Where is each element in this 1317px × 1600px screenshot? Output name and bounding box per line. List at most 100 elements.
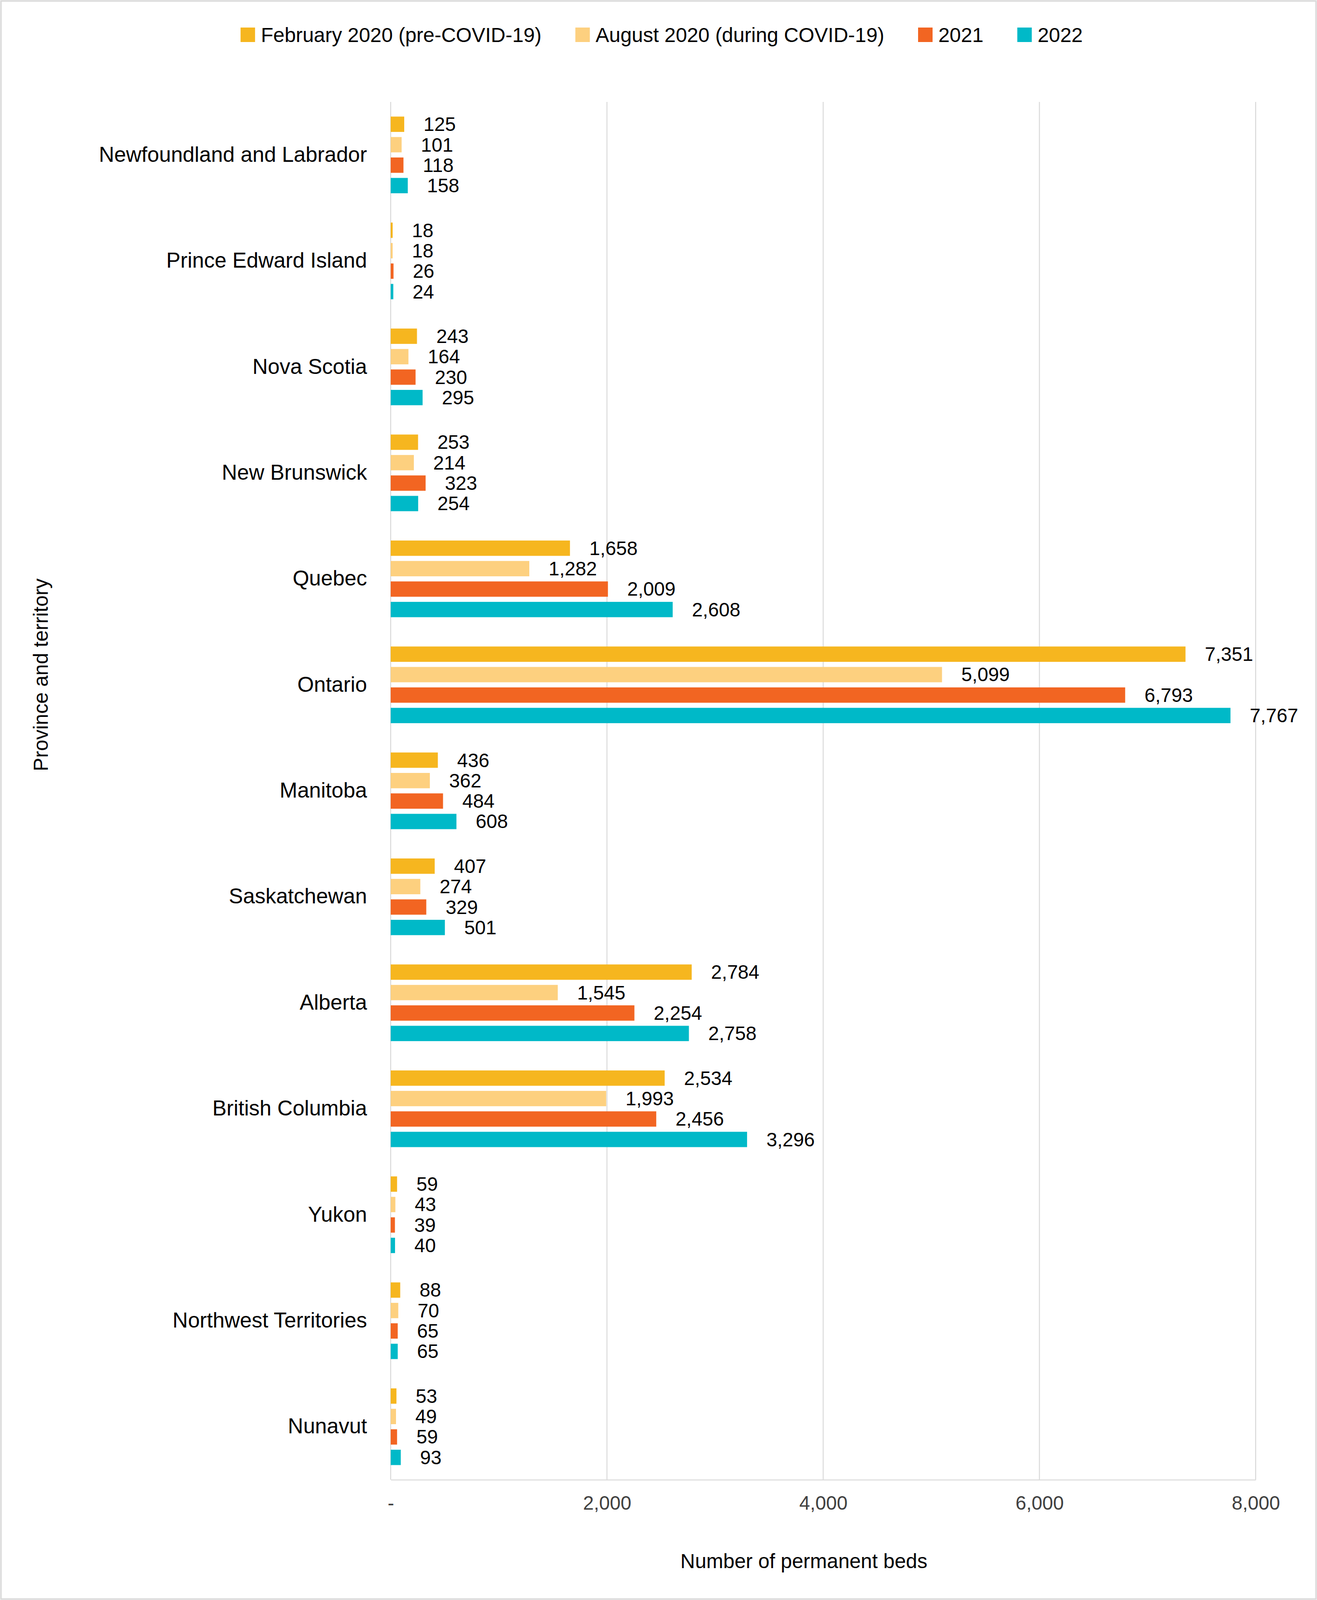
bar [390,560,530,577]
legend-label: 2021 [938,23,984,47]
legend-swatch [1017,27,1032,43]
legend: February 2020 (pre-COVID-19)August 2020 … [240,23,1083,47]
bar [390,116,405,132]
legend-item: 2022 [1017,23,1083,47]
bar [390,1175,397,1192]
bar [390,177,408,194]
grid [390,101,1256,1480]
bar [390,348,409,365]
x-tick-label: 2,000 [582,1491,632,1514]
data-label: 93 [420,1446,442,1468]
bar [390,1110,657,1127]
bar [390,1449,401,1465]
data-label: 362 [449,769,482,792]
bar [390,772,430,789]
y-tick: Alberta [299,990,391,1014]
data-label: 608 [475,810,509,832]
y-tick: Nova Scotia [252,354,391,379]
data-label: 254 [437,492,470,514]
bar [390,793,443,809]
bar [390,1070,665,1086]
data-label: 407 [453,855,487,877]
bars [390,116,1231,1465]
data-label: 18 [411,240,434,262]
x-tick: 6,000 [1015,1479,1064,1514]
data-label: 40 [414,1234,437,1256]
bar [390,666,943,683]
data-label: 43 [414,1193,437,1215]
y-tick: Prince Edward Island [166,248,391,272]
data-label: 101 [421,134,454,156]
bar [390,601,673,618]
bar [390,752,439,768]
legend-swatch [575,27,590,43]
data-label: 1,993 [625,1087,674,1109]
bar [390,1408,397,1424]
bar [390,858,435,874]
data-label: 2,254 [653,1002,703,1024]
x-axis: -2,0004,0006,0008,000 [387,1479,1281,1514]
bar [390,454,414,471]
data-label: 2,758 [708,1022,757,1044]
y-tick: Yukon [308,1202,391,1226]
x-tick-label: 8,000 [1231,1491,1280,1514]
bar [390,963,692,980]
bar [390,1322,398,1339]
y-tick: Northwest Territories [172,1307,391,1332]
y-tick-label: Nova Scotia [252,354,368,379]
bar [390,157,404,173]
data-label: 39 [414,1214,437,1236]
grid-line [606,101,608,1480]
bar [390,1429,397,1445]
data-label: 501 [464,916,497,938]
data-label: 65 [417,1319,439,1342]
grid-line [390,101,392,1480]
data-label: 2,784 [710,961,760,983]
data-label: 7,351 [1204,643,1254,665]
data-label: 323 [444,472,478,494]
y-tick-label: Ontario [297,672,368,696]
data-label: 436 [457,749,490,771]
bar [390,646,1186,662]
y-tick: British Columbia [212,1095,391,1120]
x-tick-label: 6,000 [1015,1491,1064,1514]
bar [390,1005,635,1021]
legend-label: August 2020 (during COVID-19) [595,23,885,47]
x-tick-label: 4,000 [799,1491,848,1514]
data-label: 70 [417,1299,440,1321]
y-tick-label: Newfoundland and Labrador [99,142,368,167]
bar [390,475,426,491]
y-tick-label: Northwest Territories [172,1307,368,1332]
y-tick: Nunavut [287,1413,391,1438]
y-tick-label: Alberta [299,990,368,1014]
data-labels: 125182432531,6587,3514364072,7842,534598… [411,113,1299,1468]
bar [390,389,423,406]
data-label: 3,296 [766,1128,815,1150]
x-tick: 8,000 [1231,1479,1280,1514]
bar [390,1302,399,1318]
y-tick: Saskatchewan [228,883,391,908]
x-axis-line [391,1479,1257,1481]
bar [390,1237,396,1253]
y-tick-label: Nunavut [287,1413,368,1438]
data-label: 1,545 [577,981,626,1004]
bar [390,984,558,1001]
bar [390,707,1231,723]
bar [390,434,419,450]
y-tick-label: Manitoba [279,778,368,802]
data-label: 2,534 [683,1067,733,1089]
bar [390,1217,396,1233]
bar [390,222,393,239]
x-axis-title: Number of permanent beds [680,1549,928,1572]
bar [390,540,570,556]
legend-label: 2022 [1037,23,1083,47]
legend-item: 2021 [918,23,984,47]
data-label: 59 [416,1173,439,1195]
bar [390,1131,748,1148]
data-label: 329 [445,896,479,918]
data-label: 1,658 [589,537,638,559]
grid-line [1038,101,1040,1480]
bar [390,813,457,830]
data-label: 118 [422,154,454,176]
y-axis-title: Province and territory [29,578,53,771]
